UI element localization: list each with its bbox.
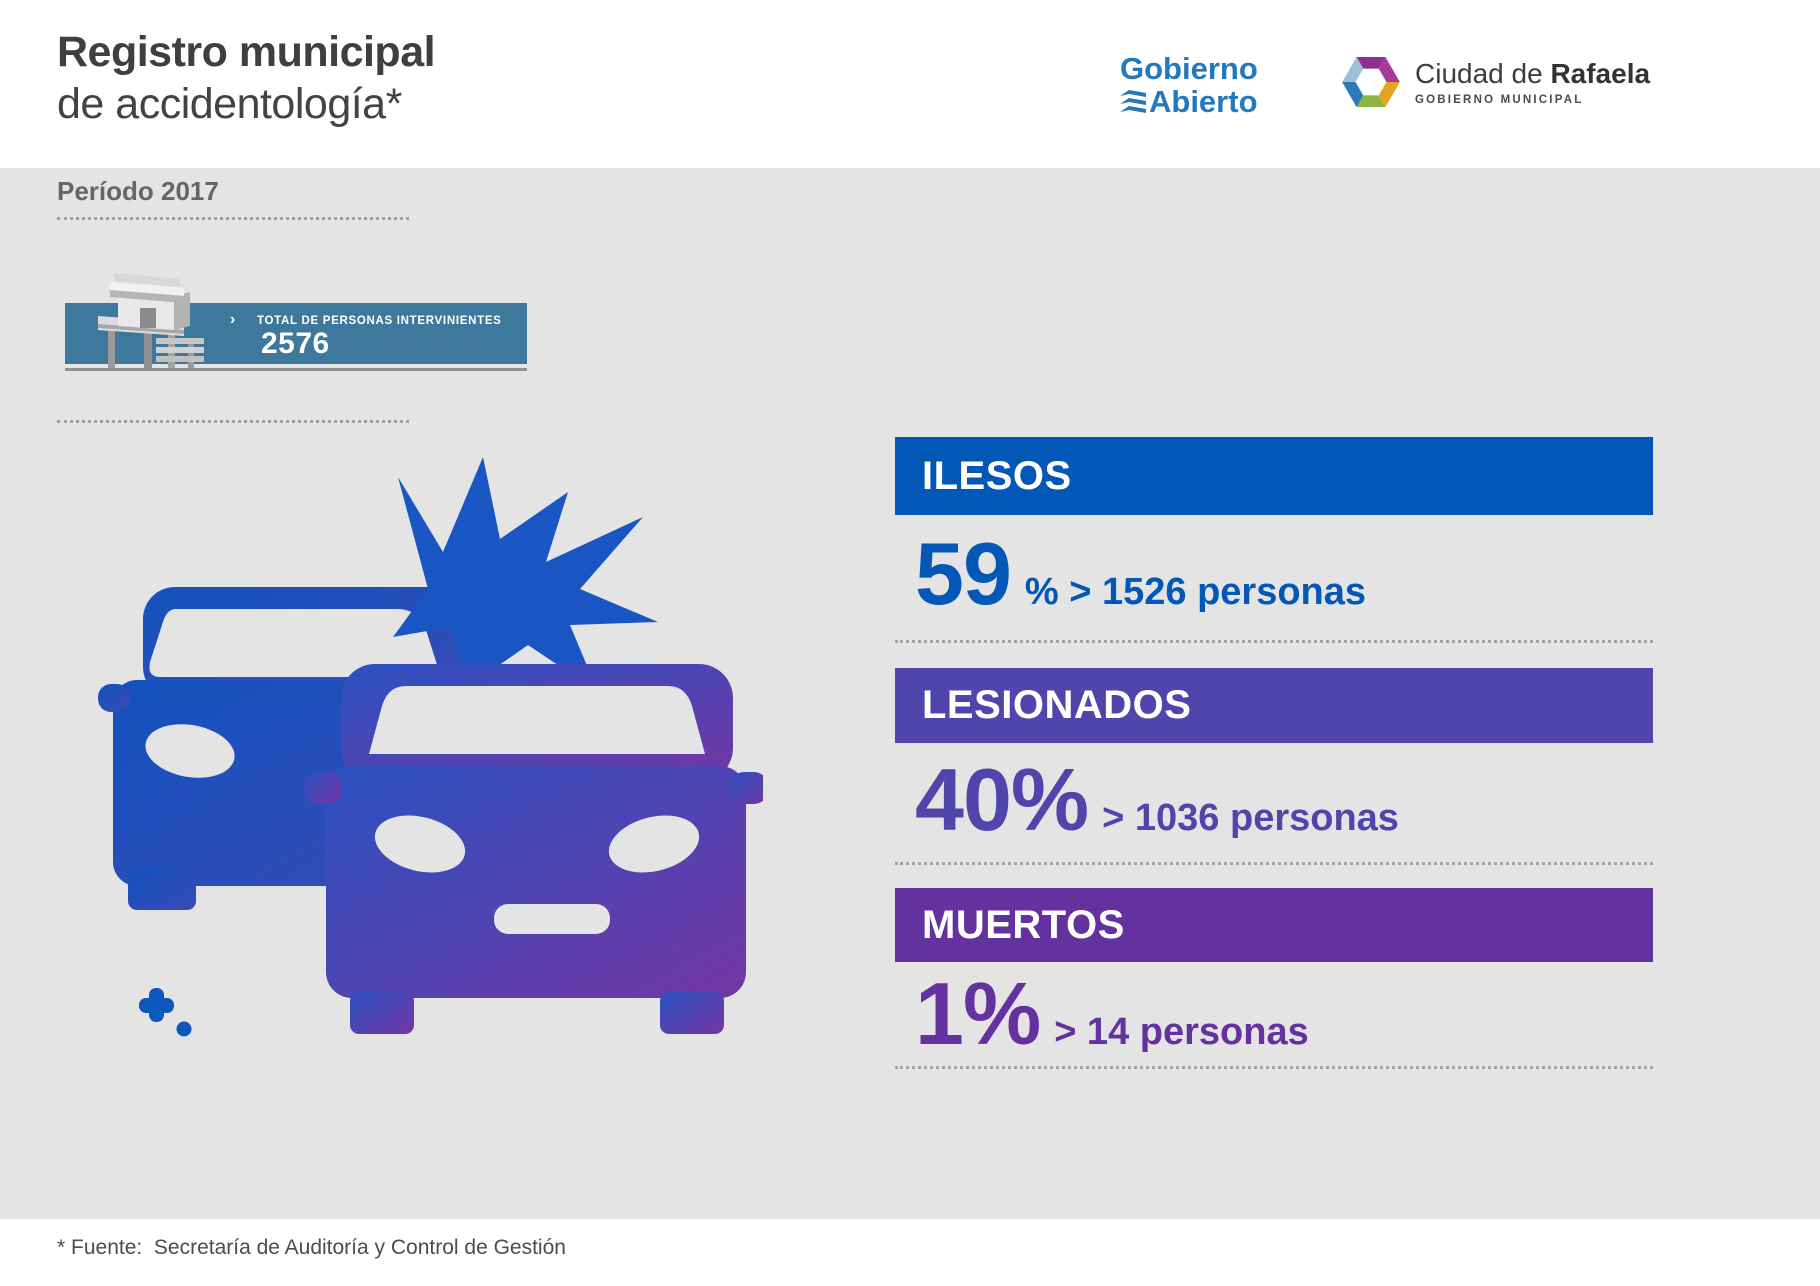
gobierno-abierto-line2: Abierto	[1120, 85, 1258, 118]
crash-star	[393, 457, 658, 692]
rafaela-city-name: Ciudad de Rafaela	[1415, 58, 1650, 90]
rafaela-logo-text: Ciudad de Rafaela GOBIERNO MUNICIPAL	[1415, 58, 1650, 106]
divider	[895, 640, 1653, 643]
stat-suffix: % > 1526 personas	[1024, 571, 1367, 613]
chevron-right-icon: ›	[230, 311, 236, 328]
divider	[895, 862, 1653, 865]
car-crash-icon	[98, 457, 763, 1037]
stat-bar-lesionados: LESIONADOS	[895, 668, 1653, 743]
stat-value-muertos: 1% > 14 personas	[915, 970, 1309, 1058]
rafaela-subtitle: GOBIERNO MUNICIPAL	[1415, 94, 1584, 106]
gobierno-abierto-word: Abierto	[1149, 84, 1258, 119]
front-car	[304, 664, 763, 1034]
divider	[57, 420, 409, 423]
divider	[895, 1066, 1653, 1069]
banner-underline	[65, 368, 527, 371]
period-label: Período 2017	[57, 176, 219, 206]
stat-bar-ilesos: ILESOS	[895, 437, 1653, 515]
divider	[57, 217, 409, 220]
plus-icon	[139, 988, 192, 1037]
rafaela-hexagon-icon	[1342, 57, 1400, 107]
stat-suffix: > 1036 personas	[1102, 797, 1399, 839]
rafaela-city-bold: Rafaela	[1550, 58, 1651, 89]
rafaela-city-prefix: Ciudad de	[1415, 58, 1551, 89]
stat-value-lesionados: 40% > 1036 personas	[915, 756, 1399, 844]
page-title-line1: Registro municipal	[57, 28, 436, 76]
stat-bar-muertos: MUERTOS	[895, 888, 1653, 962]
stat-big-number: 1%	[915, 964, 1041, 1063]
stat-big-number: 59	[915, 524, 1012, 623]
open-government-waves-icon	[1120, 89, 1146, 113]
stat-label-ilesos: ILESOS	[922, 454, 1072, 498]
stat-suffix: > 14 personas	[1054, 1011, 1309, 1053]
municipal-building-icon	[98, 273, 204, 368]
gobierno-abierto-line1: Gobierno	[1120, 51, 1258, 86]
source-note: * Fuente: Secretaría de Auditoría y Cont…	[57, 1236, 566, 1259]
stat-label-lesionados: LESIONADOS	[922, 683, 1192, 727]
stat-label-muertos: MUERTOS	[922, 903, 1125, 947]
stat-big-number: 40%	[915, 750, 1089, 849]
page-title: Registro municipal de accidentología*	[57, 26, 436, 130]
total-banner-value: 2576	[261, 327, 330, 360]
page-title-line2: de accidentología*	[57, 80, 402, 128]
ciudad-de-rafaela-logo: Ciudad de Rafaela GOBIERNO MUNICIPAL	[1342, 50, 1650, 114]
gobierno-abierto-logo: Gobierno Abierto	[1120, 52, 1258, 118]
total-banner-label: TOTAL DE PERSONAS INTERVINIENTES	[257, 315, 502, 327]
stat-value-ilesos: 59 % > 1526 personas	[915, 530, 1366, 618]
